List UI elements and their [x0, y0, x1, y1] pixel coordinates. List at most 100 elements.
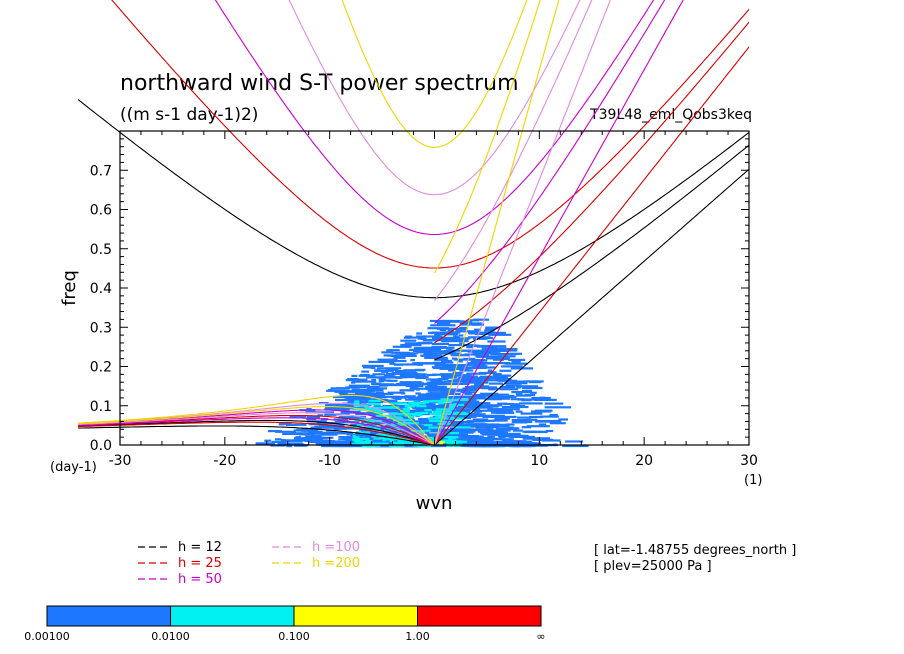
- power-cell: [408, 423, 414, 426]
- power-cell: [387, 426, 413, 429]
- power-cell: [482, 433, 496, 436]
- power-cell: [475, 423, 500, 426]
- power-cell: [453, 335, 459, 338]
- legend-label: h = 12: [178, 540, 222, 555]
- power-cell: [499, 388, 519, 391]
- power-cell: [421, 410, 433, 413]
- power-cell: [338, 427, 347, 430]
- power-cell: [390, 423, 400, 426]
- power-cell: [412, 425, 440, 428]
- power-cell: [492, 358, 504, 361]
- power-cell: [484, 329, 495, 332]
- power-cell: [329, 432, 348, 435]
- power-cell: [408, 343, 422, 346]
- power-cell: [389, 439, 394, 442]
- power-cell: [313, 416, 321, 419]
- power-cell: [334, 421, 360, 424]
- power-cell: [375, 391, 384, 394]
- power-cell: [488, 347, 504, 351]
- power-cell: [316, 422, 329, 425]
- power-cell: [498, 374, 512, 377]
- power-cell: [392, 419, 402, 422]
- power-cell: [420, 411, 425, 414]
- power-cell: [417, 337, 425, 340]
- equatorial-rossby-curve: [78, 414, 435, 445]
- x-tick-label: -30: [109, 453, 132, 469]
- colorbar-segment: [417, 605, 542, 627]
- power-cell: [413, 442, 429, 445]
- power-cell: [357, 431, 371, 434]
- power-cell: [458, 409, 471, 412]
- y-tick-label: 0.0: [90, 438, 112, 454]
- y-tick-label: 0.7: [90, 163, 112, 179]
- power-cell: [490, 397, 511, 400]
- power-cell: [452, 398, 469, 402]
- power-cell: [486, 357, 502, 360]
- power-cell: [357, 389, 376, 392]
- power-cell: [317, 414, 324, 417]
- power-cell: [487, 340, 506, 343]
- power-cell: [423, 403, 436, 406]
- power-cell: [534, 398, 557, 401]
- power-cell: [510, 442, 537, 445]
- kelvin-wave-curve: [434, 46, 749, 445]
- power-cell: [539, 415, 559, 418]
- power-cell: [498, 349, 518, 352]
- power-cell: [367, 387, 387, 390]
- power-cell: [472, 352, 482, 355]
- power-cell: [504, 362, 528, 365]
- power-cell: [400, 419, 413, 422]
- power-cell: [295, 436, 302, 439]
- power-cell: [508, 444, 521, 448]
- power-cell: [411, 420, 435, 423]
- power-cell: [479, 392, 499, 395]
- power-cell: [424, 356, 430, 359]
- power-cell: [466, 372, 487, 375]
- power-cell: [495, 428, 517, 431]
- power-cell: [440, 390, 455, 394]
- power-cell: [468, 336, 491, 339]
- power-cell: [466, 425, 489, 428]
- power-cell: [380, 400, 398, 403]
- power-cell: [360, 373, 370, 377]
- power-cell: [387, 379, 398, 382]
- power-cell: [306, 408, 312, 411]
- power-cell: [510, 398, 525, 401]
- power-cell: [347, 378, 359, 381]
- power-cell: [415, 388, 420, 391]
- power-cell: [346, 433, 352, 436]
- power-cell: [353, 439, 361, 442]
- power-cell: [466, 424, 478, 427]
- power-cell: [472, 394, 497, 397]
- power-cell: [373, 437, 382, 440]
- power-cell: [275, 430, 296, 433]
- power-cell: [400, 409, 410, 413]
- power-cell: [449, 404, 457, 407]
- power-cell: [268, 430, 282, 433]
- power-cell: [450, 354, 471, 357]
- power-cell: [395, 371, 417, 374]
- power-cell: [511, 419, 529, 422]
- power-cell: [500, 377, 512, 380]
- power-cell: [510, 404, 526, 408]
- kelvin-wave-curve: [433, 0, 611, 445]
- power-cell: [392, 345, 412, 348]
- x-unit-label: (1): [744, 473, 762, 488]
- power-cell: [352, 396, 364, 399]
- power-cell: [403, 422, 419, 425]
- power-cell: [490, 353, 518, 356]
- power-cell: [442, 436, 459, 439]
- power-cell: [368, 399, 381, 402]
- power-cell: [411, 387, 438, 390]
- power-cell: [495, 411, 515, 414]
- power-cell: [472, 418, 489, 421]
- power-cell: [483, 331, 506, 334]
- power-cell: [440, 373, 453, 376]
- legend-label: h =100: [312, 540, 360, 555]
- power-cell: [286, 423, 297, 426]
- power-cell: [366, 376, 382, 379]
- equatorial-rossby-n2-curve: [78, 412, 435, 445]
- power-cell: [516, 386, 522, 389]
- power-cell: [487, 404, 503, 407]
- power-cell: [443, 412, 453, 415]
